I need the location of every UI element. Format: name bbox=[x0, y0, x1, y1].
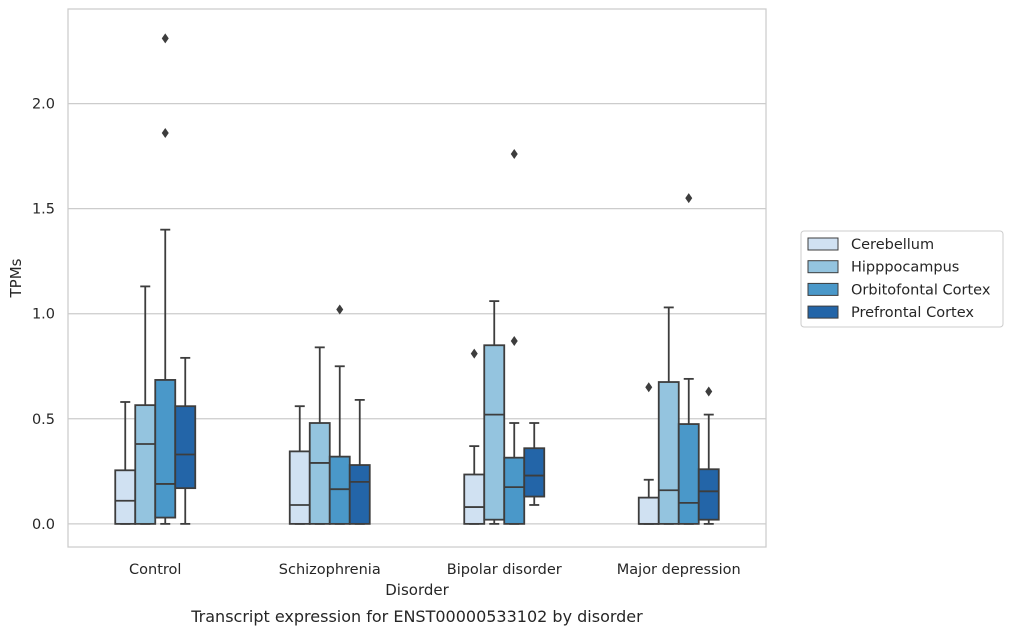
y-tick-label: 1.5 bbox=[32, 202, 55, 218]
iqr-box bbox=[308, 422, 331, 525]
iqr-box bbox=[637, 496, 660, 525]
box-2-0 bbox=[463, 348, 486, 525]
iqr-box bbox=[677, 423, 700, 525]
box-2-1 bbox=[483, 300, 506, 525]
y-tick-label: 1.0 bbox=[32, 307, 55, 323]
outlier-point bbox=[705, 386, 713, 397]
outlier-point bbox=[510, 336, 518, 347]
x-tick-label: Major depression bbox=[617, 562, 741, 578]
box-0-2 bbox=[154, 33, 177, 525]
box-3-2 bbox=[677, 193, 700, 525]
y-tick-labels: 0.0 0.5 1.0 1.5 2.0 bbox=[32, 97, 55, 533]
box-3-1 bbox=[657, 306, 680, 525]
outlier-point bbox=[470, 348, 478, 359]
iqr-box bbox=[697, 468, 720, 521]
x-tick-labels: Control Schizophrenia Bipolar disorder Majo… bbox=[129, 562, 741, 578]
box-1-2 bbox=[328, 304, 351, 525]
legend-label: Orbitofontal Cortex bbox=[851, 282, 991, 298]
y-axis-label: TPMs bbox=[7, 258, 25, 298]
iqr-box bbox=[174, 405, 197, 490]
plot-frame bbox=[67, 8, 767, 548]
iqr-box bbox=[134, 404, 157, 525]
box-1-3 bbox=[348, 398, 371, 525]
outlier-point bbox=[161, 33, 169, 44]
iqr-box bbox=[503, 456, 526, 525]
iqr-box bbox=[288, 450, 311, 525]
y-tick-label: 2.0 bbox=[32, 97, 55, 113]
outlier-point bbox=[161, 127, 169, 138]
box-0-3 bbox=[174, 356, 197, 525]
iqr-box bbox=[154, 379, 177, 519]
iqr-box bbox=[348, 464, 371, 525]
iqr-box bbox=[114, 469, 137, 525]
box-0-1 bbox=[134, 285, 157, 525]
iqr-box bbox=[523, 447, 546, 498]
outlier-point bbox=[645, 382, 653, 393]
box-0-0 bbox=[114, 401, 137, 525]
box-1-1 bbox=[308, 346, 331, 525]
legend-swatch bbox=[807, 305, 839, 319]
legend-label: Hipppocampus bbox=[851, 260, 959, 276]
box-1-0 bbox=[288, 405, 311, 525]
box-2-3 bbox=[523, 422, 546, 506]
outlier-point bbox=[336, 304, 344, 315]
legend-swatch bbox=[807, 260, 839, 274]
legend-label: Prefrontal Cortex bbox=[851, 305, 974, 321]
x-tick-label: Schizophrenia bbox=[279, 562, 381, 578]
outlier-point bbox=[510, 149, 518, 160]
box-3-0 bbox=[637, 382, 660, 525]
box-2-2 bbox=[503, 149, 526, 525]
outlier-point bbox=[685, 193, 693, 204]
box-3-3 bbox=[697, 386, 720, 525]
x-tick-label: Bipolar disorder bbox=[447, 562, 562, 578]
iqr-box bbox=[463, 473, 486, 525]
legend-label: Cerebellum bbox=[851, 237, 934, 253]
legend-frame bbox=[800, 230, 1004, 328]
x-tick-label: Control bbox=[129, 562, 181, 578]
y-tick-label: 0.0 bbox=[32, 517, 55, 533]
boxes bbox=[114, 33, 720, 525]
legend-swatch bbox=[807, 237, 839, 251]
legend-swatch bbox=[807, 282, 839, 296]
iqr-box bbox=[657, 381, 680, 525]
iqr-box bbox=[483, 344, 506, 521]
iqr-box bbox=[328, 455, 351, 525]
chart-caption: Transcript expression for ENST0000053310… bbox=[190, 607, 643, 626]
legend: Cerebellum Hipppocampus Orbitofontal Corte… bbox=[800, 230, 1004, 328]
y-tick-label: 0.5 bbox=[32, 412, 55, 428]
x-axis-label: Disorder bbox=[385, 581, 449, 599]
